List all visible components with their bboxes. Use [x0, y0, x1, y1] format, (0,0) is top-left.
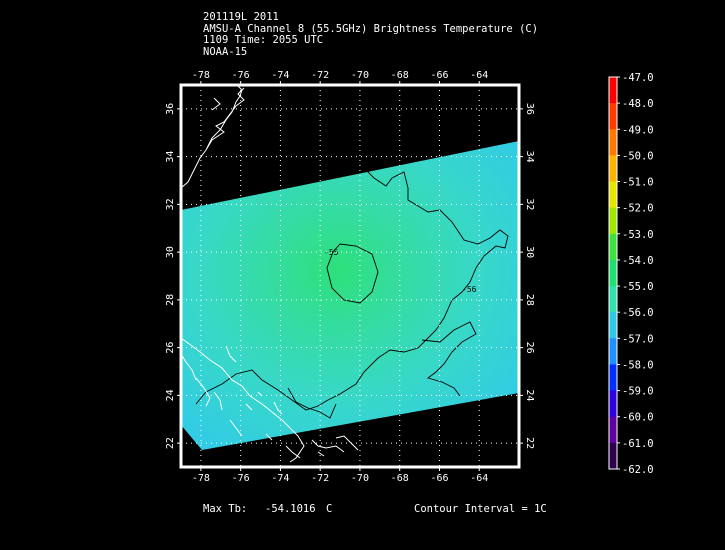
colorbar-label: -52.0 [622, 203, 654, 215]
lat-tick-label-left: 36 [165, 103, 176, 115]
colorbar-label: -60.0 [622, 412, 654, 424]
header-line-2: AMSU-A Channel 8 (55.5GHz) Brightness Te… [203, 22, 539, 35]
colorbar-label: -59.0 [622, 386, 654, 398]
lat-tick-label-left: 28 [165, 294, 176, 306]
lon-tick-label-bottom: -76 [232, 473, 250, 484]
colorbar-label: -47.0 [622, 72, 654, 84]
colorbar-segment [609, 364, 617, 392]
coastline-hispaniola [335, 435, 359, 451]
lon-tick-label-bottom: -70 [351, 473, 369, 484]
colorbar-segment [609, 390, 617, 418]
lon-tick-label-bottom: -64 [470, 473, 488, 484]
lon-tick-label-bottom: -78 [192, 473, 210, 484]
contour-label: -56 [462, 285, 477, 294]
lat-tick-label-right: 32 [524, 198, 535, 210]
axis-ticks: -78 -78 -76 -76 -74 -74 -72 -72 -70 -70 -68 -68 -66 -… [165, 70, 535, 484]
colorbar-label: -51.0 [622, 177, 654, 189]
colorbar: -47.0 -48.0 -49.0 -50.0 -51.0 -52.0 -53.0 -54.0… [608, 72, 654, 476]
colorbar-segment [609, 312, 617, 339]
lat-tick-label-right: 24 [524, 389, 535, 401]
contour-line [287, 387, 337, 419]
colorbar-segment [609, 259, 617, 287]
lat-tick-label-left: 24 [165, 389, 176, 401]
lon-tick-label-top: -68 [391, 70, 409, 81]
lon-tick-label-top: -76 [232, 70, 250, 81]
colorbar-segment [609, 338, 617, 365]
lat-lon-grid [181, 85, 519, 467]
satellite-swath [181, 141, 519, 450]
colorbar-label: -50.0 [622, 150, 654, 162]
lon-tick-label-bottom: -72 [311, 473, 329, 484]
lon-tick-label-bottom: -66 [430, 473, 448, 484]
lon-tick-label-bottom: -68 [391, 473, 409, 484]
lat-tick-label-right: 34 [524, 151, 535, 163]
lat-tick-label-left: 26 [165, 342, 176, 354]
colorbar-segment [609, 103, 617, 130]
colorbar-outline [608, 76, 618, 470]
lon-tick-label-top: -66 [430, 70, 448, 81]
lat-tick-label-right: 36 [524, 103, 535, 115]
lon-tick-label-top: -70 [351, 70, 369, 81]
colorbar-segment [609, 416, 617, 444]
lat-tick-label-left: 32 [165, 198, 176, 210]
contour-line [195, 169, 509, 411]
contour-interval: Contour Interval = 1C [414, 503, 547, 515]
colorbar-label: -55.0 [622, 281, 654, 293]
lat-tick-label-left: 30 [165, 246, 176, 258]
lat-tick-label-left: 22 [165, 437, 176, 449]
header-line-3: 1109 Time: 2055 UTC [203, 34, 324, 46]
lon-tick-label-top: -72 [311, 70, 329, 81]
colorbar-segment [609, 181, 617, 209]
lon-tick-label-top: -74 [271, 70, 289, 81]
lon-tick-label-bottom: -74 [271, 473, 289, 484]
contour-line [326, 243, 379, 304]
colorbar-label: -57.0 [622, 333, 654, 345]
coastline-cuba-bahamas [181, 337, 345, 463]
colorbar-segment [609, 129, 617, 156]
colorbar-label: -54.0 [622, 255, 654, 267]
coastline-us-east [181, 85, 245, 189]
max-tb-value: -54.1016 [265, 503, 316, 515]
lat-tick-label-right: 28 [524, 294, 535, 306]
lon-tick-label-top: -64 [470, 70, 488, 81]
map-frame [179, 83, 521, 469]
contour-line [421, 321, 477, 397]
colorbar-label: -62.0 [622, 464, 654, 476]
colorbar-label: -49.0 [622, 124, 654, 136]
max-tb-unit: C [326, 503, 333, 515]
colorbar-segment [609, 155, 617, 183]
colorbar-label: -56.0 [622, 307, 654, 319]
colorbar-label: -53.0 [622, 229, 654, 241]
colorbar-segment [609, 77, 617, 104]
lat-tick-label-right: 30 [524, 246, 535, 258]
lat-tick-label-right: 26 [524, 342, 535, 354]
colorbar-segment [609, 207, 617, 235]
header-line-1: 201119L 2011 [203, 11, 279, 23]
colorbar-label: -48.0 [622, 98, 654, 110]
colorbar-segment [609, 442, 617, 470]
colorbar-label: -61.0 [622, 438, 654, 450]
lat-tick-label-left: 34 [165, 151, 176, 163]
lat-tick-label-right: 22 [524, 437, 535, 449]
header-line-4: NOAA-15 [203, 45, 248, 58]
lon-tick-label-top: -78 [192, 70, 210, 81]
image-header: 201119L 2011 AMSU-A Channel 8 (55.5GHz) … [203, 11, 539, 58]
colorbar-segment [609, 233, 617, 261]
colorbar-segment [609, 286, 617, 313]
max-tb-label: Max Tb: [203, 503, 248, 515]
colorbar-label: -58.0 [622, 359, 654, 371]
